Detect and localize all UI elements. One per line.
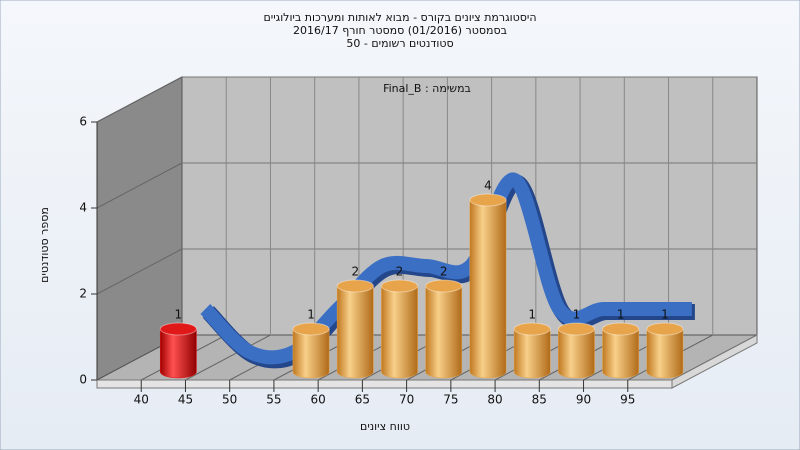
bar-body [292,328,330,379]
data-label: 1 [661,308,669,322]
bar-body [513,328,551,379]
bar-body [336,285,374,379]
bar-top [425,279,463,293]
bar [336,279,374,379]
floor-front [96,379,673,389]
bar-body [646,328,684,379]
y-tick-label: 0 [79,373,87,387]
data-label: 1 [573,308,581,322]
bar-body [558,328,595,379]
bar-body [469,199,507,379]
data-label: 2 [440,265,448,279]
grid-line [96,248,183,295]
data-label: 1 [175,308,183,322]
y-tick-label: 4 [79,201,87,215]
bar-top [380,279,419,293]
bar-body [381,285,418,379]
bar-top [557,322,596,336]
x-tick-label: 90 [576,393,591,407]
data-label: 1 [617,308,625,322]
x-tick-label: 45 [178,393,193,407]
data-label: 4 [484,179,492,193]
x-tick-label: 80 [487,393,502,407]
x-tick-label: 85 [532,393,547,407]
y-tick-label: 6 [79,115,87,129]
bar-top [469,193,507,207]
chart-title: היסטוגרמת ציונים בקורס - מבוא לאותות ומע… [263,11,536,24]
data-label: 1 [307,308,315,322]
bar [513,322,551,379]
bar-body [425,285,463,379]
bar-body [159,328,197,379]
x-tick-label: 55 [266,393,281,407]
bar-top [602,322,640,336]
y-tick-label: 2 [79,287,87,301]
x-tick-label: 75 [443,393,458,407]
plot: 0 2 4 6 40 45 50 55 60 65 70 75 80 85 90 95 1 1 2 2 2 4 1 1 1 1 [79,76,757,407]
x-tick-label: 95 [620,393,635,407]
grid-line [96,76,183,123]
grid-line [96,162,183,209]
data-label: 2 [396,265,404,279]
y-axis-label: מספר סטודנטים [38,207,51,283]
x-tick-label: 60 [311,393,326,407]
x-tick-label: 50 [222,393,237,407]
bar [380,279,419,379]
x-tick-label: 70 [399,393,414,407]
annotation: Final_B : במשימה [383,82,471,95]
bar-top [513,322,551,336]
chart-subtitle: בסמסטר (01/2016) סמסטר חורף 2016/17 [293,24,507,37]
bar [646,322,684,379]
bar-body [602,328,640,379]
bar [602,322,640,379]
x-tick-label: 40 [134,393,149,407]
x-axis-label: טווח ציונים [360,420,410,433]
data-label: 1 [528,308,536,322]
bar [425,279,463,379]
x-tick-label: 65 [355,393,370,407]
back-wall [181,76,758,336]
bar [557,322,596,379]
data-label: 2 [351,265,359,279]
bar-top [292,322,330,336]
grid-line [185,334,271,381]
bar [469,193,507,379]
bar [159,322,197,379]
bar-top [336,279,374,293]
bar-top [646,322,684,336]
bar [292,322,330,379]
chart-subtitle: סטודנטים רשומים - 50 [346,37,453,50]
bar-top [159,322,197,336]
